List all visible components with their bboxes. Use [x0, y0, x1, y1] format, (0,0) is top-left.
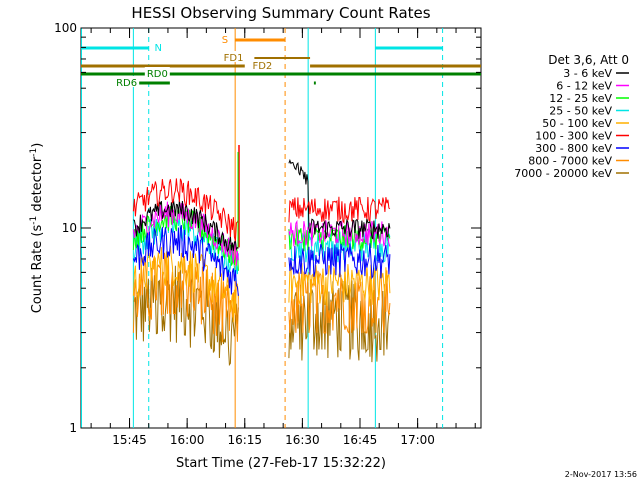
trace-3-6keV-seg0: [133, 199, 239, 253]
trace-100-300keV-seg0: [132, 178, 239, 242]
flag-label-bg-rd6: [114, 76, 140, 87]
y-axis-label-part1: Count Rate (s: [30, 225, 45, 314]
y-axis-label-part2: detector: [30, 156, 45, 216]
x-tick-label-2: 16:15: [227, 433, 262, 447]
y-tick-label-2: 100: [54, 21, 77, 35]
flag-label-bg-s: [219, 33, 231, 44]
flag-label-bg-n: [152, 41, 164, 52]
flag-label-rd0: RD0: [147, 69, 168, 80]
legend-label-8: 7000 - 20000 keV: [514, 167, 612, 180]
timestamp: 2-Nov-2017 13:56: [565, 470, 637, 479]
flag-label-fd2: FD2: [252, 61, 272, 72]
flag-label-fd1: FD1: [224, 53, 244, 64]
flag-label-bg-fd2: [250, 59, 276, 70]
legend-label-4: 50 - 100 keV: [542, 117, 612, 130]
x-tick-label-1: 16:00: [170, 433, 205, 447]
y-tick-label-1: 10: [62, 221, 77, 235]
legend-label-3: 25 - 50 keV: [549, 105, 612, 118]
legend-label-0: 3 - 6 keV: [563, 67, 612, 80]
trace-300-800keV-seg0: [132, 224, 239, 296]
x-tick-label-5: 17:00: [400, 433, 435, 447]
trace-3-6keV-seg1: [288, 158, 391, 240]
legend-label-5: 100 - 300 keV: [535, 130, 612, 143]
chart-title: HESSI Observing Summary Count Rates: [131, 4, 430, 22]
trace-800-7000keV-seg1: [288, 270, 391, 335]
trace-100-300keV-seg1: [288, 196, 391, 225]
trace-800-7000keV-seg0: [132, 252, 239, 343]
flag-label-s: S: [222, 35, 228, 46]
flag-label-bg-rd0: [144, 67, 170, 78]
y-axis-label-part3: ): [30, 143, 45, 148]
legend-label-2: 12 - 25 keV: [549, 92, 612, 105]
trace-7000-20000keV-seg1: [288, 280, 391, 363]
y-axis-label: Count Rate (s-1 detector-1): [29, 143, 45, 314]
x-tick-label-4: 16:45: [343, 433, 378, 447]
y-axis-label-sup1: -1: [29, 216, 39, 225]
flag-label-bg-fd1: [221, 51, 247, 62]
plot-content: N S FD1 FD2 RD0 RD6: [81, 28, 481, 428]
y-tick-label-0: 1: [69, 421, 77, 435]
legend-label-1: 6 - 12 keV: [556, 80, 612, 93]
x-tick-label-3: 16:30: [285, 433, 320, 447]
legend-title: Det 3,6, Att 0: [548, 53, 629, 67]
x-axis-label: Start Time (27-Feb-17 15:32:22): [176, 456, 386, 471]
axes: 15:45 16:00 16:15 16:30 16:45 17:00 1 10 100: [54, 21, 481, 447]
flag-label-n: N: [154, 43, 161, 54]
trace-300-800keV-seg1: [288, 243, 391, 280]
legend-label-6: 300 - 800 keV: [535, 142, 612, 155]
legend-label-7: 800 - 7000 keV: [528, 155, 612, 168]
flag-label-rd6: RD6: [116, 78, 137, 89]
y-axis-label-sup2: -1: [29, 148, 39, 157]
x-tick-label-0: 15:45: [112, 433, 147, 447]
trace-7000-20000keV-seg0: [133, 261, 239, 367]
